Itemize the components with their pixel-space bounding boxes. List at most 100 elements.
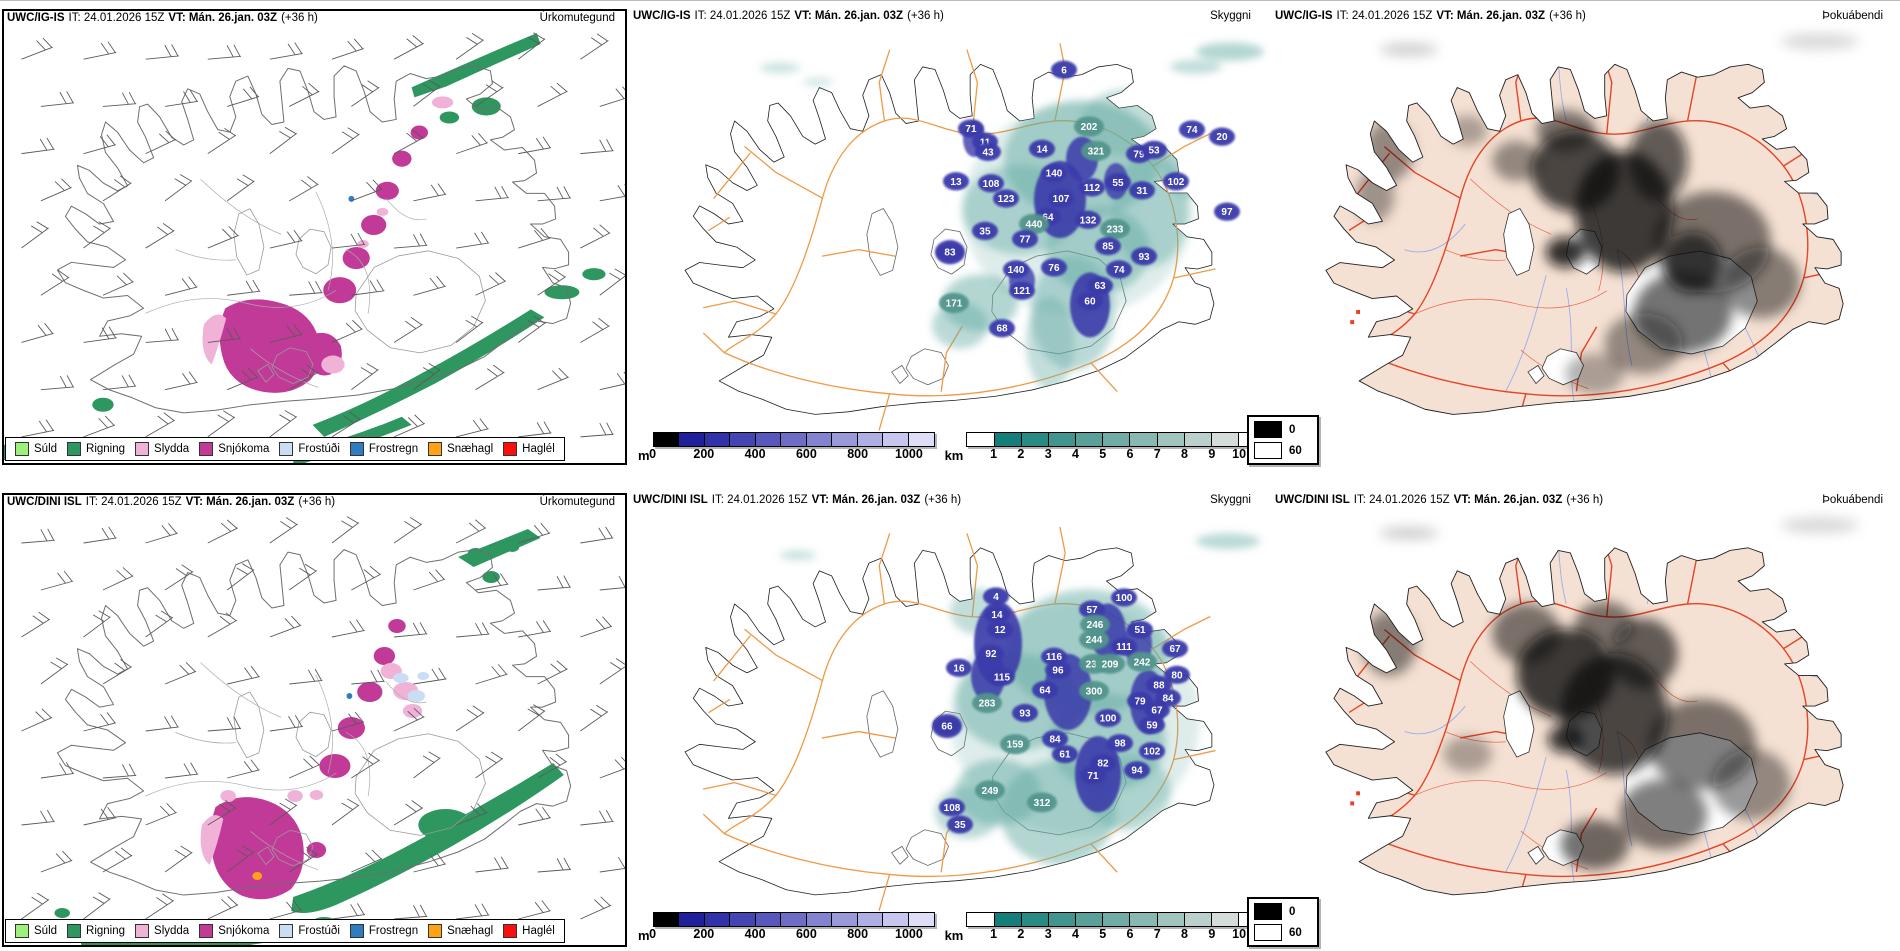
colorbar-segment bbox=[1212, 913, 1240, 926]
coastline bbox=[1326, 64, 1843, 414]
colorbar-segment bbox=[704, 913, 731, 926]
snow-areas bbox=[210, 619, 406, 900]
colorbar-tick: 600 bbox=[795, 447, 817, 461]
visibility-cell bbox=[934, 716, 960, 736]
visibility-number: 57 bbox=[1086, 605, 1098, 616]
visibility-cell bbox=[989, 667, 1015, 686]
visibility-cell bbox=[1080, 766, 1106, 785]
visibility-number: 64 bbox=[1039, 685, 1051, 696]
legend-label: Rigning bbox=[86, 443, 126, 455]
glacier-outlines bbox=[234, 209, 486, 384]
legend-label: Frostúði bbox=[298, 925, 340, 937]
freezing-rain-areas bbox=[346, 693, 353, 699]
visibility-number: 209 bbox=[1102, 659, 1119, 670]
colorbar-segment bbox=[857, 913, 884, 926]
visibility-cell bbox=[1095, 708, 1121, 728]
offshore-visibility-streaks bbox=[780, 533, 1260, 561]
valid-time: VT: Mán. 26.jan. 03Z bbox=[794, 10, 904, 22]
colorbar bbox=[966, 912, 1267, 927]
visibility-cell bbox=[1079, 600, 1105, 619]
visibility-number: 35 bbox=[954, 820, 966, 831]
legend-label: Snjókoma bbox=[218, 925, 270, 937]
visibility-number: 159 bbox=[1007, 740, 1024, 751]
colorbar-segment bbox=[755, 433, 782, 446]
fog-scale-row: 0 bbox=[1254, 903, 1312, 920]
offshore-visibility-streaks bbox=[760, 42, 1264, 87]
fog-scale-swatch bbox=[1254, 442, 1282, 459]
visibility-number: 82 bbox=[1097, 759, 1109, 770]
visibility-number: 102 bbox=[1168, 177, 1185, 188]
product-label: Úrkomutegund bbox=[539, 496, 615, 508]
visibility-number: 60 bbox=[1084, 296, 1096, 307]
colorbar-tick: 2 bbox=[1017, 447, 1025, 461]
visibility-cell bbox=[1079, 629, 1109, 650]
colorbar-segment bbox=[994, 433, 1022, 446]
colorbar-tick: 8 bbox=[1181, 927, 1189, 941]
colorbar-segment bbox=[1130, 433, 1158, 446]
colorbar-tick: 1 bbox=[990, 447, 998, 461]
coastline bbox=[57, 550, 570, 895]
visibility-number: 97 bbox=[1221, 207, 1233, 218]
legend-item-rigning: Rigning bbox=[67, 442, 125, 456]
visibility-number: 283 bbox=[979, 698, 996, 709]
legend-label: Haglél bbox=[522, 925, 555, 937]
valid-time: VT: Mán. 26.jan. 03Z bbox=[811, 494, 921, 506]
visibility-number: 115 bbox=[994, 672, 1011, 683]
visibility-cell bbox=[1179, 120, 1205, 139]
colorbar-tick: 1000 bbox=[895, 447, 923, 461]
glacier-outlines bbox=[234, 692, 486, 866]
visibility-number: 233 bbox=[1107, 224, 1124, 235]
colorbar-tick: 3 bbox=[1044, 927, 1052, 941]
visibility-cell bbox=[1075, 210, 1101, 229]
visibility-number: 35 bbox=[979, 226, 991, 237]
legend-item-súld: Súld bbox=[15, 924, 57, 938]
visibility-cell bbox=[1087, 276, 1113, 295]
visibility-cell bbox=[1003, 260, 1029, 279]
visibility-number: 11 bbox=[980, 137, 991, 148]
visibility-cell bbox=[1027, 792, 1057, 813]
fog-scale-swatch bbox=[1254, 421, 1282, 438]
legend-item-frostúði: Frostúði bbox=[279, 924, 340, 938]
colorbar-tick: 5 bbox=[1099, 447, 1107, 461]
visibility-cell bbox=[1100, 218, 1130, 240]
colorbar-segment bbox=[1048, 433, 1077, 446]
visibility-number: 100 bbox=[1116, 593, 1133, 604]
colorbar-tick: 7 bbox=[1153, 447, 1161, 461]
colorbar-segment bbox=[883, 913, 910, 926]
visibility-cell bbox=[1139, 742, 1165, 761]
visibility-cell bbox=[1051, 60, 1077, 79]
colorbar-tick: 6 bbox=[1126, 927, 1134, 941]
colorbar bbox=[652, 912, 935, 927]
valid-time: VT: Mán. 26.jan. 03Z bbox=[185, 496, 295, 508]
colorbar-segment bbox=[806, 433, 833, 446]
visibility-cell bbox=[937, 243, 963, 262]
visibility-cell bbox=[1127, 620, 1153, 639]
visibility-cell bbox=[978, 644, 1004, 663]
legend-swatch bbox=[279, 442, 294, 456]
visibility-number: 244 bbox=[1086, 635, 1103, 646]
colorbar-tick: 6 bbox=[1126, 447, 1134, 461]
legend-swatch bbox=[67, 924, 82, 938]
legend-item-haglél: Haglél bbox=[503, 442, 555, 456]
visibility-number: 132 bbox=[1080, 215, 1097, 226]
legend-label: Frostregn bbox=[368, 925, 419, 937]
visibility-number: 79 bbox=[1133, 149, 1145, 160]
panel-fog-dini: UWC/DINI ISL IT: 24.01.2026 15Z VT: Mán. 2… bbox=[1272, 493, 1898, 945]
valid-time: VT: Mán. 26.jan. 03Z bbox=[1453, 494, 1563, 506]
visibility-colorbar-meters: m 0 200 400 600 800 1000 bbox=[638, 432, 935, 463]
panel-fog-igis: UWC/IG-IS IT: 24.01.2026 15Z VT: Mán. 26.j… bbox=[1272, 9, 1898, 465]
colorbar-tick: 600 bbox=[795, 927, 817, 941]
legend-label: Snæhagl bbox=[447, 443, 494, 455]
visibility-number: 116 bbox=[1046, 652, 1063, 663]
visibility-cell bbox=[958, 119, 984, 138]
visibility-cell bbox=[1009, 281, 1035, 300]
colorbar bbox=[652, 432, 935, 447]
colorbar-segment bbox=[679, 913, 705, 926]
legend-label: Frostúði bbox=[298, 443, 340, 455]
freezing-drizzle-areas bbox=[393, 672, 429, 702]
colorbar-segment bbox=[679, 433, 705, 446]
visibility-cell bbox=[1106, 260, 1132, 279]
visibility-cell bbox=[1012, 703, 1038, 723]
colorbar-segment bbox=[909, 913, 934, 926]
